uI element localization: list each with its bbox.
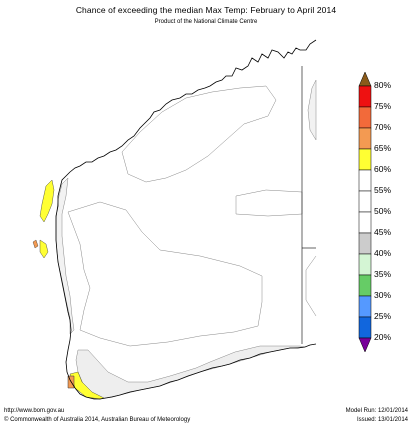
legend-bin-20-25 <box>358 316 372 339</box>
legend-bin-25-30 <box>358 295 372 318</box>
legend-colorbar <box>358 71 372 353</box>
legend-label-75: 75% <box>374 101 392 111</box>
legend-label-40: 40% <box>374 248 392 258</box>
footer-copyright: © Commonwealth of Australia 2014, Austra… <box>4 417 191 423</box>
legend-bin-35-40 <box>358 253 372 276</box>
contour-east-south <box>305 255 317 317</box>
legend-bin-50-55 <box>358 190 372 213</box>
map-subtitle: Product of the National Climate Centre <box>154 19 258 25</box>
legend-arrow-top <box>358 71 372 87</box>
legend-bin-40-45 <box>358 232 372 255</box>
legend-label-25: 25% <box>374 311 392 321</box>
legend-label-35: 35% <box>374 269 392 279</box>
legend-label-65: 65% <box>374 143 392 153</box>
legend-label-70: 70% <box>374 122 392 132</box>
legend-label-55: 55% <box>374 185 392 195</box>
footer-issued: Issued: 13/01/2014 <box>356 417 408 423</box>
land-area <box>56 40 316 399</box>
legend-label-80: 80% <box>374 80 392 90</box>
legend-bin-55-60 <box>358 169 372 192</box>
legend-bin-75-80 <box>358 85 372 108</box>
legend-label-50: 50% <box>374 206 392 216</box>
legend-label-60: 60% <box>374 164 392 174</box>
contour-north <box>121 85 277 183</box>
legend-label-45: 45% <box>374 227 392 237</box>
region-yellow-islands <box>39 239 49 259</box>
legend-label-30: 30% <box>374 290 392 300</box>
coastline <box>55 39 317 400</box>
legend-bin-30-35 <box>358 274 372 297</box>
footer-model-run: Model Run: 12/01/2014 <box>345 408 408 414</box>
region-grey-east <box>307 79 317 141</box>
legend-label-20: 20% <box>374 332 392 342</box>
region-yellow-west-coast <box>39 179 55 223</box>
legend-arrow-bottom <box>358 337 372 353</box>
contour-central <box>67 201 263 347</box>
region-orange-island <box>32 239 39 249</box>
legend-bin-60-65 <box>358 148 372 171</box>
map-title: Chance of exceeding the median Max Temp:… <box>75 5 337 15</box>
legend-bin-45-50 <box>358 211 372 234</box>
legend-bin-65-70 <box>358 127 372 150</box>
footer-url[interactable]: http://www.bom.gov.au <box>4 408 65 414</box>
legend-bin-70-75 <box>358 106 372 129</box>
